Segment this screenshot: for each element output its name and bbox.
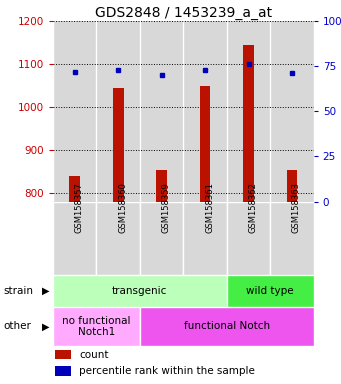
Bar bbox=[53, 275, 227, 307]
Bar bbox=[53, 307, 140, 346]
Text: functional Notch: functional Notch bbox=[184, 321, 270, 331]
Bar bbox=[140, 307, 314, 346]
Bar bbox=[53, 21, 97, 202]
Text: strain: strain bbox=[3, 286, 33, 296]
Text: count: count bbox=[79, 349, 108, 359]
Bar bbox=[113, 88, 123, 202]
Bar bbox=[286, 170, 297, 202]
Text: ▶: ▶ bbox=[42, 321, 50, 331]
Bar bbox=[69, 176, 80, 202]
Bar bbox=[156, 170, 167, 202]
Text: GSM158359: GSM158359 bbox=[162, 182, 170, 233]
Text: no functional
Notch1: no functional Notch1 bbox=[62, 316, 131, 337]
Text: transgenic: transgenic bbox=[112, 286, 167, 296]
Text: GSM158361: GSM158361 bbox=[205, 182, 214, 233]
Bar bbox=[270, 21, 314, 202]
Bar bbox=[96, 21, 140, 202]
Bar bbox=[140, 21, 183, 202]
Bar bbox=[227, 275, 314, 307]
Text: GSM158363: GSM158363 bbox=[292, 182, 301, 233]
Bar bbox=[227, 202, 270, 275]
Bar bbox=[140, 202, 183, 275]
Bar bbox=[183, 21, 227, 202]
Bar bbox=[227, 21, 270, 202]
Bar bbox=[53, 202, 97, 275]
Text: GSM158360: GSM158360 bbox=[118, 182, 127, 233]
Bar bbox=[56, 350, 71, 359]
Title: GDS2848 / 1453239_a_at: GDS2848 / 1453239_a_at bbox=[95, 6, 272, 20]
Text: other: other bbox=[3, 321, 31, 331]
Bar bbox=[96, 202, 140, 275]
Text: GSM158362: GSM158362 bbox=[249, 182, 257, 233]
Bar bbox=[183, 202, 227, 275]
Bar bbox=[199, 86, 210, 202]
Bar bbox=[56, 366, 71, 376]
Text: GSM158357: GSM158357 bbox=[75, 182, 84, 233]
Text: percentile rank within the sample: percentile rank within the sample bbox=[79, 366, 255, 376]
Text: wild type: wild type bbox=[247, 286, 294, 296]
Bar bbox=[270, 202, 314, 275]
Bar bbox=[243, 45, 254, 202]
Text: ▶: ▶ bbox=[42, 286, 50, 296]
